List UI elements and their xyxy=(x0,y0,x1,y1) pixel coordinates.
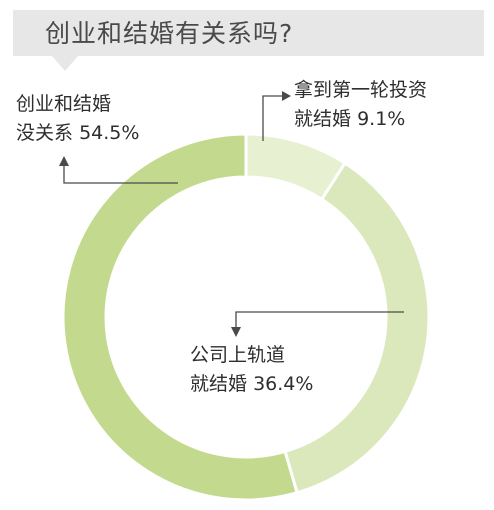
chart-title: 创业和结婚有关系吗? xyxy=(45,19,294,48)
label-company-on-track: 公司上轨道 就结婚 36.4% xyxy=(190,341,313,399)
label-company-on-track-line2: 就结婚 xyxy=(190,373,248,395)
label-first-round-value: 9.1% xyxy=(357,108,406,130)
leader-arrow-first-round xyxy=(282,91,291,101)
label-first-round-line2: 就结婚 xyxy=(294,108,352,130)
leader-line-first-round xyxy=(262,95,285,141)
label-no-relation-line1: 创业和结婚 xyxy=(16,93,112,115)
label-company-on-track-value: 36.4% xyxy=(253,373,314,395)
label-no-relation-line2: 没关系 xyxy=(16,122,74,144)
slice-company-on-track xyxy=(283,161,431,495)
leader-arrow-no-relation xyxy=(59,156,69,166)
label-no-relation: 创业和结婚 没关系 54.5% xyxy=(16,90,139,148)
title-banner xyxy=(13,10,484,56)
leader-arrow-company-on-track xyxy=(231,327,241,337)
title-banner-pointer xyxy=(52,56,78,71)
label-company-on-track-line1: 公司上轨道 xyxy=(190,344,286,366)
leader-line-company-on-track xyxy=(235,311,404,330)
label-no-relation-value: 54.5% xyxy=(79,122,140,144)
leader-line-no-relation xyxy=(63,162,178,184)
slice-no-relation xyxy=(61,132,299,502)
label-first-round-line1: 拿到第一轮投资 xyxy=(294,79,428,101)
label-first-round-funding: 拿到第一轮投资 就结婚 9.1% xyxy=(294,76,427,134)
